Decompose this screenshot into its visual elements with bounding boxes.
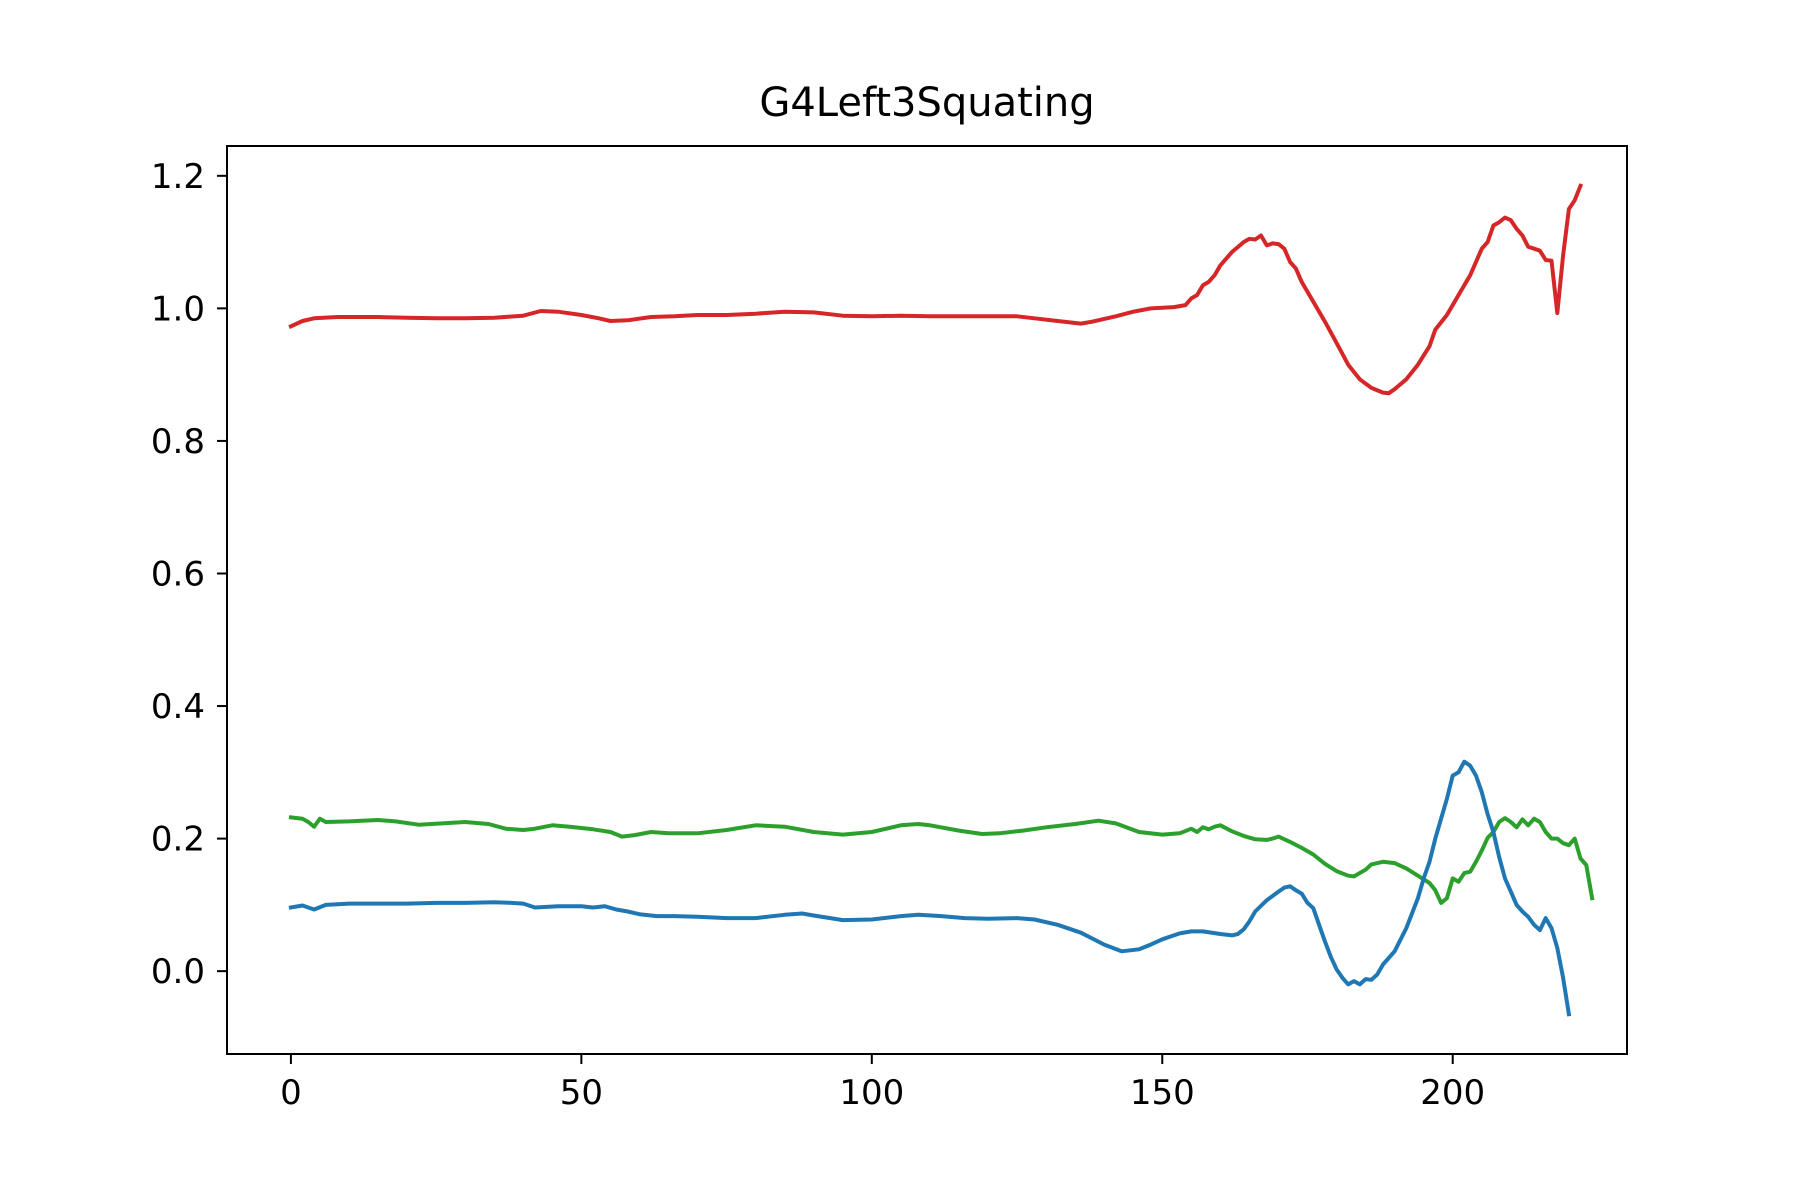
- x-tick-label: 100: [839, 1073, 904, 1113]
- y-tick-label: 0.8: [151, 422, 205, 462]
- x-tick-label: 50: [560, 1073, 603, 1113]
- series-line-3: [288, 759, 1572, 1017]
- chart-title: G4Left3Squating: [759, 80, 1094, 126]
- y-axis: 0.0 0.2 0.4 0.6 0.8 1.0 1.2: [151, 157, 227, 992]
- series-layer: [288, 183, 1595, 1017]
- y-tick-label: 0.6: [151, 554, 205, 594]
- x-axis: 0 50 100 150 200: [280, 1054, 1485, 1113]
- x-tick-label: 200: [1420, 1073, 1485, 1113]
- y-tick-label: 0.2: [151, 820, 205, 860]
- y-tick-label: 0.4: [151, 687, 205, 727]
- y-tick-label: 0.0: [151, 952, 205, 992]
- x-tick-label: 0: [280, 1073, 302, 1113]
- plot-frame: [226, 145, 1628, 1055]
- y-tick-label: 1.0: [151, 289, 205, 329]
- series-line-1: [288, 183, 1584, 396]
- y-tick-label: 1.2: [151, 157, 205, 197]
- x-tick-label: 150: [1130, 1073, 1195, 1113]
- series-line-2: [288, 815, 1595, 905]
